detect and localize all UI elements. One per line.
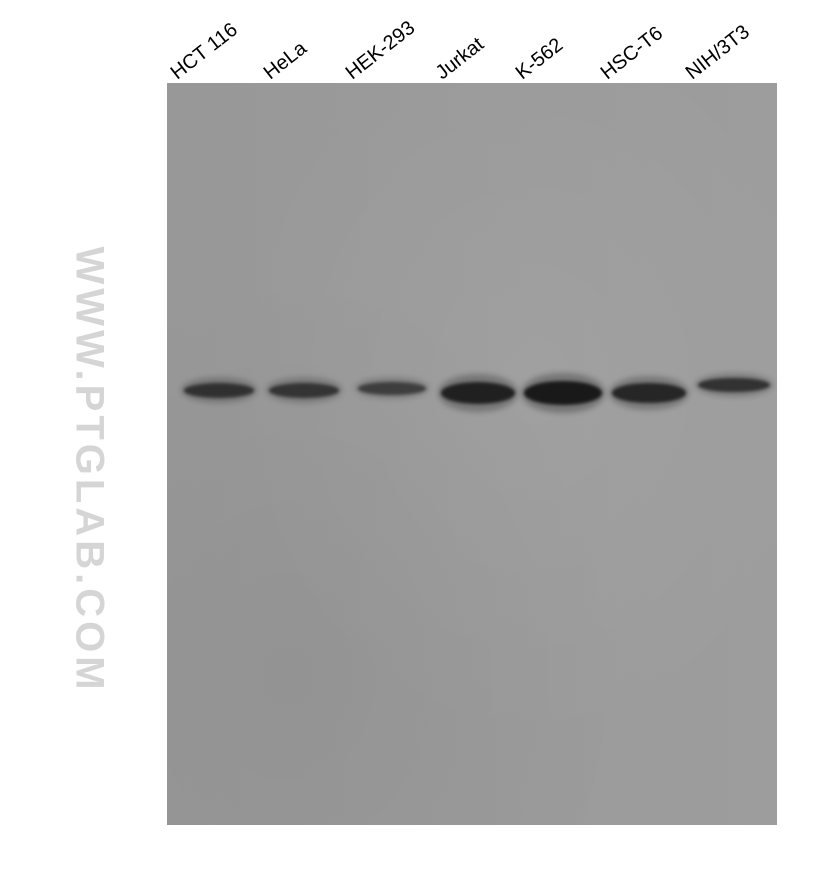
- blot-membrane: [167, 83, 777, 825]
- band-0: [184, 383, 254, 398]
- lane-label-1: HeLa: [260, 37, 312, 85]
- lane-label-6: NIH/3T3: [682, 21, 755, 85]
- band-1: [269, 383, 339, 398]
- band-4: [524, 381, 602, 405]
- lane-label-4: K-562: [512, 34, 568, 85]
- marker-labels-group: 100 kDa→70 kDa→50 kDa→40 kDa→30 kDa→: [0, 0, 165, 870]
- band-2: [358, 382, 426, 395]
- lane-label-3: Jurkat: [432, 33, 489, 85]
- band-3: [441, 382, 515, 404]
- lane-label-5: HSC-T6: [597, 22, 668, 85]
- blot-figure: WWW.PTGLAB.COM HCT 116HeLaHEK-293JurkatK…: [0, 0, 835, 870]
- band-5: [612, 383, 686, 403]
- lane-label-0: HCT 116: [167, 19, 243, 85]
- lane-label-2: HEK-293: [342, 17, 420, 85]
- band-6: [698, 378, 770, 392]
